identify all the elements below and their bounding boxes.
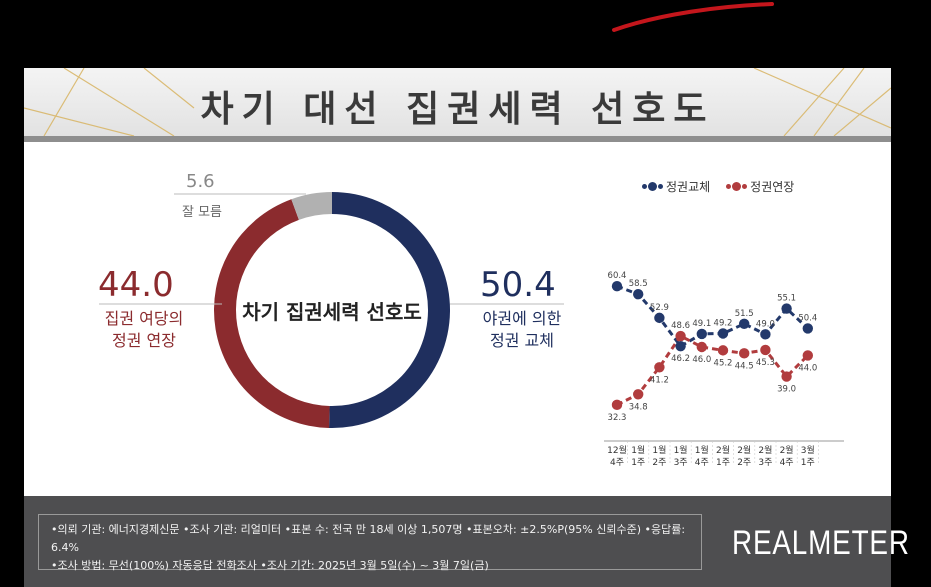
data-label-change: 51.5: [735, 309, 754, 319]
x-tick-label: 3주: [758, 457, 772, 468]
data-point-extend: [654, 362, 665, 373]
donut-svg: [214, 192, 451, 428]
data-point-extend: [802, 350, 813, 361]
extend-label: 집권 여당의 정권 연장: [94, 308, 194, 352]
line-chart: 12월4주1월1주1월2주1월3주1월4주2월1주2월2주2월3주2월4주3월1…: [604, 271, 844, 468]
legend-item-extend: 정권연장: [726, 178, 794, 195]
line-chart-legend: 정권교체 정권연장: [642, 178, 794, 195]
data-point-extend: [611, 399, 623, 411]
data-point-extend: [696, 341, 707, 353]
x-tick-label: 1주: [716, 457, 730, 468]
title-banner: 차기 대선 집권세력 선호도: [24, 68, 891, 136]
data-label-extend: 44.0: [798, 363, 817, 373]
survey-info-line2: •조사 방법: 무선(100%) 자동응답 전화조사 •조사 기간: 2025년…: [51, 559, 489, 572]
x-tick-label: 1월: [652, 444, 666, 456]
x-tick-label: 1주: [801, 457, 815, 468]
extend-value: 44.0: [98, 265, 174, 305]
data-label-change: 55.1: [777, 294, 796, 304]
x-tick-label: 1월: [674, 444, 688, 456]
data-point-change: [781, 303, 792, 314]
series-line-extend: [616, 334, 809, 407]
data-point-change: [633, 289, 644, 300]
data-label-extend: 45.2: [714, 358, 733, 368]
title-underline: [24, 136, 891, 142]
data-point-change: [611, 281, 623, 292]
data-label-change: 46.2: [671, 354, 690, 364]
x-tick-label: 12월: [607, 444, 627, 456]
survey-info-line1: •의뢰 기관: 에너지경제신문 •조사 기관: 리얼미터 •표본 수: 전국 만…: [51, 523, 686, 554]
data-label-extend: 39.0: [777, 385, 796, 395]
data-label-extend: 44.5: [735, 361, 754, 371]
donut-slice-unknown: [291, 192, 332, 220]
data-label-change: 58.5: [629, 279, 648, 289]
data-point-change: [739, 318, 750, 329]
change-label: 야권에 의한 정권 교체: [470, 308, 574, 352]
x-tick-label: 2월: [758, 444, 772, 456]
data-point-extend: [717, 345, 729, 356]
data-label-change: 49.0: [756, 319, 775, 329]
footer: •의뢰 기관: 에너지경제신문 •조사 기관: 리얼미터 •표본 수: 전국 만…: [24, 496, 909, 587]
red-pen-mark: [612, 2, 774, 32]
legend-label-extend: 정권연장: [750, 180, 795, 194]
x-tick-label: 3주: [674, 457, 688, 468]
legend-marker-extend: [726, 182, 748, 191]
x-tick-label: 1월: [695, 444, 709, 456]
data-label-change: 49.2: [714, 318, 733, 328]
change-value: 50.4: [480, 265, 556, 305]
data-label-extend: 45.3: [756, 358, 775, 368]
data-point-extend: [739, 348, 750, 359]
x-tick-label: 4주: [695, 457, 709, 468]
realmeter-logo: REALMETER: [732, 524, 910, 562]
data-point-change: [654, 312, 665, 324]
unknown-label: 잘 모름: [182, 205, 223, 220]
extend-label-line2: 정권 연장: [112, 331, 176, 350]
data-point-change: [675, 340, 686, 352]
x-tick-label: 2주: [652, 457, 666, 468]
x-tick-label: 4주: [610, 457, 624, 468]
x-tick-label: 1주: [631, 457, 645, 468]
data-label-extend: 48.6: [671, 321, 690, 331]
infographic-card: 차기 대선 집권세력 선호도 차기 집권세력 선호도 5.6 잘 모름 44.0…: [24, 68, 909, 587]
series-line-change: [616, 284, 809, 349]
leader-lines: [99, 193, 564, 305]
data-label-change: 49.1: [692, 319, 711, 329]
donut-slice-extend: [214, 199, 330, 428]
data-point-extend: [633, 389, 644, 400]
change-label-line2: 정권 교체: [490, 331, 554, 350]
donut-center-label: 차기 집권세력 선호도: [242, 299, 422, 324]
page-title: 차기 대선 집권세력 선호도: [200, 89, 715, 130]
data-point-change: [802, 323, 813, 334]
data-label-extend: 34.8: [629, 402, 648, 412]
data-label-change: 52.9: [650, 303, 669, 313]
legend-label-change: 정권교체: [666, 180, 711, 194]
x-tick-label: 1월: [631, 444, 645, 456]
gold-line-decoration: [24, 68, 891, 136]
x-tick-label: 4주: [780, 457, 794, 468]
data-point-extend: [675, 330, 686, 342]
legend-item-change: 정권교체: [642, 178, 710, 195]
change-label-line1: 야권에 의한: [482, 309, 562, 328]
legend-marker-change: [642, 182, 663, 191]
survey-info-box: •의뢰 기관: 에너지경제신문 •조사 기관: 리얼미터 •표본 수: 전국 만…: [38, 514, 702, 572]
x-tick-label: 3월: [801, 444, 815, 456]
data-label-change: 50.4: [798, 313, 817, 323]
x-tick-label: 2월: [716, 444, 730, 456]
extend-label-line1: 집권 여당의: [104, 309, 184, 328]
data-label-extend: 41.2: [650, 375, 669, 385]
donut-chart: 차기 집권세력 선호도: [214, 192, 451, 428]
data-point-change: [717, 328, 729, 339]
x-tick-label: 2월: [737, 444, 751, 456]
unknown-value: 5.6: [186, 171, 215, 192]
data-point-change: [696, 328, 707, 340]
x-tick-label: 2월: [780, 444, 794, 456]
data-label-extend: 32.3: [608, 413, 627, 423]
data-label-change: 60.4: [608, 271, 627, 281]
data-point-extend: [781, 371, 792, 382]
data-point-extend: [760, 344, 771, 356]
data-label-extend: 46.0: [692, 355, 711, 365]
x-tick-label: 2주: [737, 457, 751, 468]
data-point-change: [760, 329, 771, 340]
donut-slice-change: [329, 192, 451, 428]
